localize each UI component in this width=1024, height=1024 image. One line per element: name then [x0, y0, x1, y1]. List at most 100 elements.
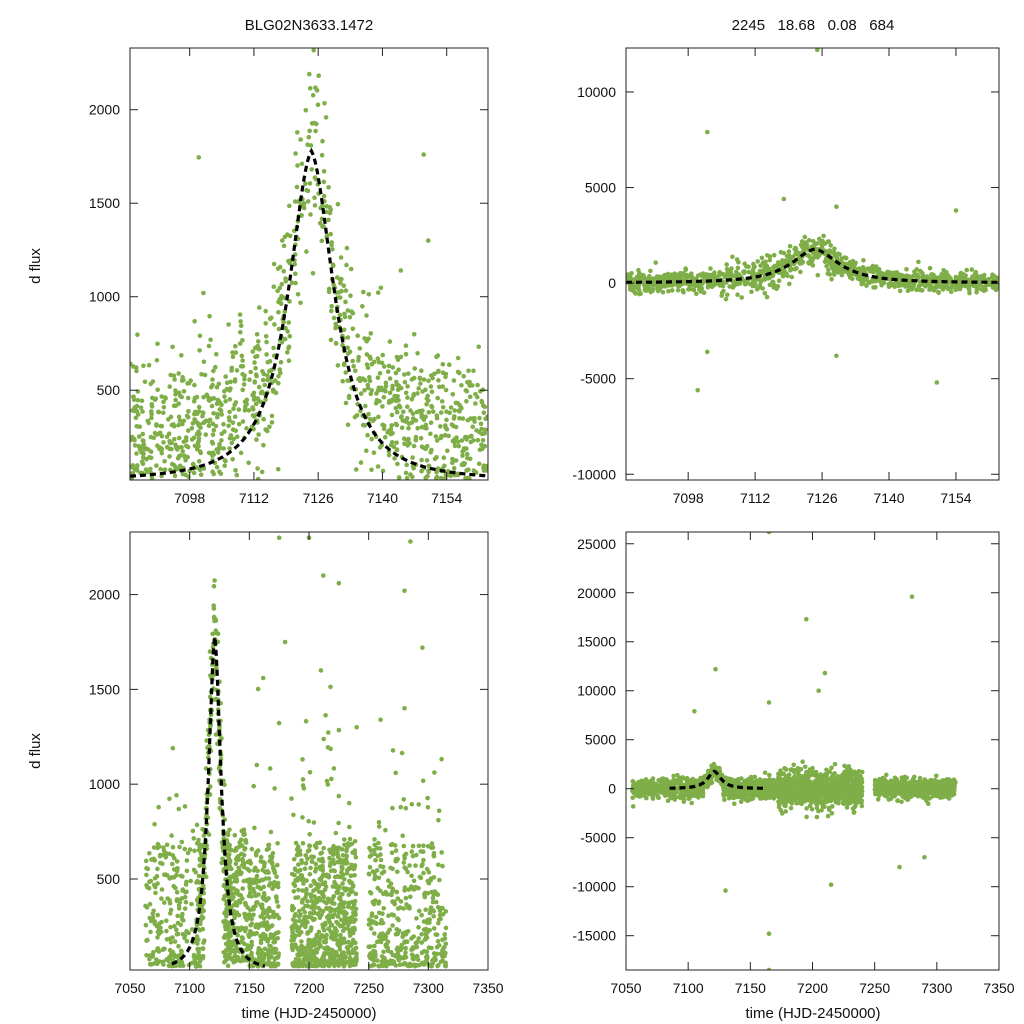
data-point: [247, 377, 252, 383]
data-point: [346, 916, 352, 921]
data-point: [245, 866, 250, 872]
data-point: [409, 873, 414, 879]
data-point: [481, 410, 487, 416]
data-point: [263, 397, 268, 403]
data-point: [364, 313, 369, 318]
data-point: [149, 411, 154, 417]
data-point: [392, 901, 398, 907]
data-point: [466, 368, 471, 374]
data-point: [303, 914, 309, 920]
data-point: [887, 270, 893, 275]
data-point: [289, 925, 295, 930]
data-point: [348, 266, 354, 272]
data-point: [177, 418, 183, 423]
data-point: [667, 782, 673, 788]
data-point: [341, 327, 347, 333]
data-point: [389, 412, 395, 418]
data-point: [459, 438, 465, 443]
data-point: [317, 864, 323, 870]
data-point: [266, 896, 271, 901]
data-point: [311, 854, 317, 860]
data-point: [343, 299, 348, 305]
data-point: [431, 914, 437, 919]
data-point: [687, 282, 692, 288]
data-point: [381, 423, 387, 428]
data-point: [641, 786, 647, 791]
data-point: [348, 293, 353, 299]
data-point: [233, 344, 238, 349]
data-point: [138, 405, 144, 411]
data-point: [354, 725, 360, 730]
data-point: [325, 782, 331, 787]
data-point: [305, 856, 310, 862]
data-point: [168, 939, 174, 945]
data-point: [271, 345, 276, 351]
data-point: [313, 128, 318, 134]
data-point: [289, 938, 294, 943]
data-point: [342, 837, 347, 842]
data-point: [632, 788, 637, 794]
data-point: [669, 288, 675, 293]
data-point: [238, 330, 243, 335]
data-point: [293, 280, 298, 286]
data-point: [314, 949, 320, 955]
data-point: [307, 947, 313, 953]
data-point: [776, 278, 782, 284]
data-point: [346, 865, 352, 871]
data-point: [669, 274, 674, 279]
data-point: [394, 927, 400, 932]
data-point: [304, 878, 309, 883]
data-point: [390, 923, 395, 928]
data-point: [196, 952, 201, 957]
data-point: [367, 864, 373, 870]
data-point: [390, 887, 396, 893]
data-point: [264, 927, 270, 932]
data-point: [293, 840, 299, 846]
data-point: [300, 815, 305, 820]
data-point: [226, 920, 231, 926]
data-point: [671, 773, 676, 779]
data-point: [433, 932, 439, 937]
data-point: [918, 268, 923, 274]
data-point: [206, 450, 212, 456]
data-point: [234, 434, 240, 440]
data-point: [396, 917, 401, 923]
data-point: [176, 944, 181, 949]
data-point: [721, 288, 726, 294]
data-point: [388, 431, 394, 437]
data-point: [421, 152, 427, 157]
data-point: [465, 418, 471, 423]
data-point: [390, 365, 396, 370]
data-point: [242, 408, 248, 413]
data-point: [949, 289, 954, 295]
data-point: [699, 286, 705, 291]
data-point: [185, 395, 191, 401]
data-point: [405, 443, 410, 448]
data-point: [444, 426, 450, 432]
data-point: [339, 910, 345, 915]
data-point: [437, 877, 442, 883]
data-point: [337, 902, 343, 908]
data-point: [300, 783, 306, 788]
data-point: [470, 424, 476, 430]
data-point: [389, 850, 395, 856]
data-point: [479, 400, 485, 405]
data-point: [240, 338, 245, 343]
data-point: [336, 906, 341, 911]
data-point: [378, 857, 384, 863]
data-point: [159, 394, 164, 399]
data-point: [333, 830, 339, 836]
data-point: [368, 416, 373, 422]
data-point: [701, 290, 707, 296]
data-point: [307, 86, 313, 91]
data-point: [234, 368, 240, 373]
data-point: [363, 403, 368, 409]
data-point: [275, 962, 281, 967]
data-point: [194, 822, 200, 828]
data-point: [264, 847, 270, 852]
data-point: [264, 352, 269, 357]
data-point: [476, 461, 482, 467]
data-point: [435, 466, 441, 471]
data-point: [170, 344, 175, 350]
data-point: [727, 284, 732, 289]
